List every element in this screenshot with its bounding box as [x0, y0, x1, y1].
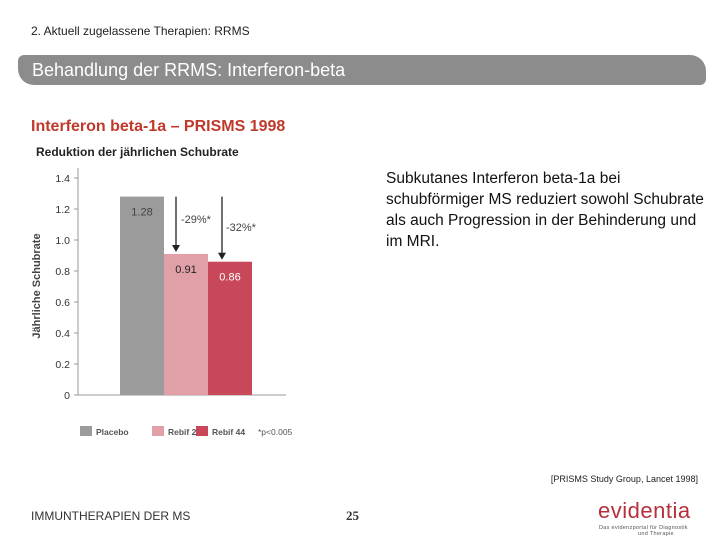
legend-label: Placebo [96, 427, 129, 437]
legend-swatch [80, 426, 92, 436]
bar-value-label: 0.86 [219, 272, 240, 284]
logo-tagline: Das evidenzportal für Diagnostik [599, 525, 688, 531]
y-tick-label: 1.2 [55, 204, 70, 216]
title-bar: Behandlung der RRMS: Interferon-beta [18, 55, 706, 85]
bar-rebif-44 [208, 261, 252, 395]
reduction-arrow-head [172, 244, 180, 252]
y-tick-label: 0 [64, 390, 70, 402]
chart-subheading: Interferon beta-1a – PRISMS 1998 [31, 118, 286, 135]
evidentia-logo: evidentia Das evidenzportal für Diagnost… [598, 498, 708, 538]
page-title: Behandlung der RRMS: Interferon-beta [32, 60, 346, 80]
y-axis-label: Jährliche Schubrate [31, 233, 43, 338]
bar-placebo [120, 196, 164, 395]
legend-swatch [152, 426, 164, 436]
citation: [PRISMS Study Group, Lancet 1998] [550, 474, 698, 484]
y-tick-label: 1.4 [55, 173, 70, 185]
legend-swatch [196, 426, 208, 436]
reduction-annotation: -32%* [226, 222, 257, 234]
logo-tagline-2: und Therapie [638, 531, 674, 537]
description-text: Subkutanes Interferon beta-1a bei schubf… [386, 170, 704, 250]
bar-value-label: 1.28 [131, 207, 152, 219]
y-tick-label: 0.4 [55, 328, 70, 340]
footer-label: IMMUNTHERAPIEN DER MS [31, 509, 191, 523]
reduction-arrow-head [218, 252, 226, 260]
bar-value-label: 0.91 [175, 264, 196, 276]
y-tick-label: 0.6 [55, 297, 70, 309]
chart-footnote: *p<0.005 [258, 427, 293, 437]
legend-label: Rebif 44 [212, 427, 245, 437]
y-tick-label: 1.0 [55, 235, 70, 247]
bar-chart: Reduktion der jährlichen Schubrate Jährli… [31, 145, 293, 437]
y-tick-label: 0.8 [55, 266, 70, 278]
reduction-annotation: -29%* [181, 214, 212, 226]
bar-rebif-22 [164, 253, 208, 395]
page-number: 25 [346, 508, 359, 523]
chart-title: Reduktion der jährlichen Schubrate [36, 145, 239, 159]
y-tick-label: 0.2 [55, 359, 70, 371]
legend-label: Rebif 22 [168, 427, 201, 437]
breadcrumb: 2. Aktuell zugelassene Therapien: RRMS [31, 24, 250, 38]
logo-wordmark: evidentia [598, 498, 691, 523]
